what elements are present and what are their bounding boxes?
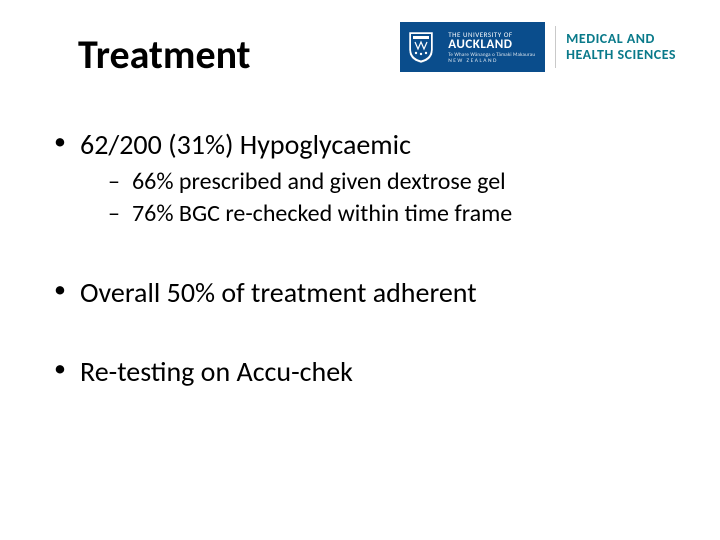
- sub-list: 66% prescribed and given dextrose gel 76…: [80, 166, 680, 231]
- slide-content: 62/200 (31%) Hypoglycaemic 66% prescribe…: [50, 127, 680, 389]
- faculty-line1: MEDICAL AND: [566, 31, 676, 47]
- logo-divider: [555, 26, 556, 68]
- sub-list-item: 66% prescribed and given dextrose gel: [108, 166, 680, 198]
- list-item: Overall 50% of treatment adherent: [50, 275, 680, 310]
- sub-bullet-text: 66% prescribed and given dextrose gel: [132, 167, 506, 196]
- bullet-text: 62/200 (31%) Hypoglycaemic: [80, 127, 411, 162]
- slide-title: Treatment: [78, 30, 251, 79]
- uni-line2: AUCKLAND: [448, 38, 535, 51]
- bullet-text: Re-testing on Accu-chek: [80, 354, 353, 389]
- bullet-list: 62/200 (31%) Hypoglycaemic 66% prescribe…: [50, 127, 680, 389]
- sub-list-item: 76% BGC re-checked within time frame: [108, 198, 680, 230]
- university-name: THE UNIVERSITY OF AUCKLAND Te Whare Wāna…: [442, 22, 545, 72]
- list-item: 62/200 (31%) Hypoglycaemic 66% prescribe…: [50, 127, 680, 231]
- slide: Treatment THE UNIVERSITY OF AUCKLAND Te …: [0, 0, 720, 540]
- faculty-name: MEDICAL AND HEALTH SCIENCES: [566, 22, 680, 72]
- crest-icon: [400, 22, 442, 72]
- university-logo: THE UNIVERSITY OF AUCKLAND Te Whare Wāna…: [400, 22, 680, 72]
- sub-bullet-text: 76% BGC re-checked within time frame: [132, 199, 512, 228]
- faculty-line2: HEALTH SCIENCES: [566, 47, 676, 63]
- list-item: Re-testing on Accu-chek: [50, 354, 680, 389]
- bullet-text: Overall 50% of treatment adherent: [80, 275, 477, 310]
- slide-header: Treatment THE UNIVERSITY OF AUCKLAND Te …: [50, 22, 680, 79]
- uni-line4: NEW ZEALAND: [448, 59, 535, 65]
